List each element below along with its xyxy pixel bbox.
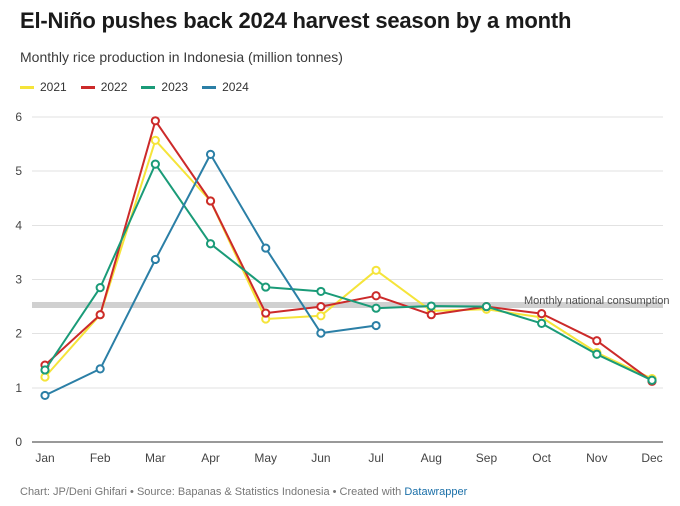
point-2022-jun — [316, 301, 326, 312]
point-2024-jan — [40, 390, 50, 401]
x-tick-label: Apr — [201, 451, 220, 465]
series-line-2022 — [44, 119, 653, 383]
legend-swatch-2022 — [80, 85, 95, 89]
series-line-2021 — [44, 139, 653, 380]
x-tick-label: Jun — [311, 451, 330, 465]
point-2023-jun — [316, 286, 326, 297]
x-tick-label: Feb — [90, 451, 111, 465]
legend-label-2023: 2023 — [161, 80, 189, 94]
legend-label-2022: 2022 — [100, 80, 128, 94]
legend-swatch-2021 — [20, 85, 34, 89]
point-2022-apr — [205, 196, 216, 206]
point-2022-feb — [95, 310, 105, 320]
x-tick-label: Nov — [586, 451, 607, 465]
consumption-reference-label: Monthly national consumption — [524, 295, 670, 307]
point-2022-oct — [537, 309, 547, 319]
point-2023-dec — [647, 375, 657, 385]
x-tick-label: Sep — [476, 451, 498, 465]
point-2024-apr — [205, 149, 216, 159]
source-credit: Chart: JP/Deni Ghifari • Source: Bapanas… — [20, 486, 405, 498]
point-2023-sep — [481, 301, 492, 312]
x-tick-label: Aug — [421, 451, 442, 465]
point-2024-mar — [150, 254, 160, 265]
chart-subtitle: Monthly rice production in Indonesia (mi… — [20, 49, 343, 65]
legend-label-2021: 2021 — [40, 80, 67, 94]
legend-item-2021: 2021 — [20, 80, 67, 94]
legend-item-2024: 2024 — [202, 80, 249, 94]
point-2023-aug — [426, 301, 436, 311]
point-2022-jul — [371, 291, 381, 301]
point-2021-mar — [150, 135, 160, 145]
point-2021-jun — [316, 311, 326, 321]
x-tick-label: Jul — [368, 451, 383, 465]
y-tick-label: 6 — [15, 110, 22, 124]
datawrapper-link[interactable]: Datawrapper — [404, 486, 468, 498]
point-2022-mar — [150, 116, 160, 126]
y-tick-label: 0 — [15, 435, 22, 449]
chart-footer: Chart: JP/Deni Ghifari • Source: Bapanas… — [20, 486, 467, 498]
point-2023-oct — [537, 318, 547, 328]
point-2024-jun — [316, 328, 326, 338]
point-2024-may — [261, 243, 271, 253]
point-2022-may — [261, 308, 271, 318]
point-2022-nov — [592, 336, 602, 346]
point-2023-jul — [371, 303, 381, 313]
point-2024-feb — [95, 364, 105, 374]
series-line-2024 — [44, 153, 378, 397]
x-tick-label: May — [254, 451, 277, 465]
chart-legend: 2021 2022 2023 2024 — [20, 80, 263, 94]
y-tick-label: 3 — [15, 273, 22, 287]
point-2023-feb — [95, 283, 105, 293]
legend-label-2024: 2024 — [222, 80, 249, 94]
y-tick-label: 2 — [15, 327, 22, 341]
y-tick-label: 5 — [15, 164, 22, 178]
x-tick-label: Dec — [641, 451, 662, 465]
legend-swatch-2023 — [141, 85, 156, 89]
point-2023-apr — [205, 239, 216, 249]
point-2023-nov — [592, 349, 602, 359]
point-2023-jan — [40, 365, 50, 375]
legend-swatch-2024 — [202, 85, 217, 89]
y-tick-label: 4 — [15, 218, 22, 232]
x-tick-label: Oct — [532, 451, 551, 465]
point-2023-mar — [150, 159, 160, 169]
chart-title: El-Niño pushes back 2024 harvest season … — [20, 8, 572, 33]
legend-item-2023: 2023 — [141, 80, 188, 94]
x-tick-label: Mar — [145, 451, 166, 465]
point-2022-aug — [426, 310, 436, 320]
x-tick-label: Jan — [35, 451, 54, 465]
point-2021-jul — [371, 265, 381, 275]
y-tick-label: 1 — [15, 381, 22, 395]
point-2024-jul — [371, 320, 381, 331]
series-line-2023 — [44, 163, 653, 382]
point-2023-may — [261, 282, 271, 292]
legend-item-2022: 2022 — [80, 80, 128, 94]
